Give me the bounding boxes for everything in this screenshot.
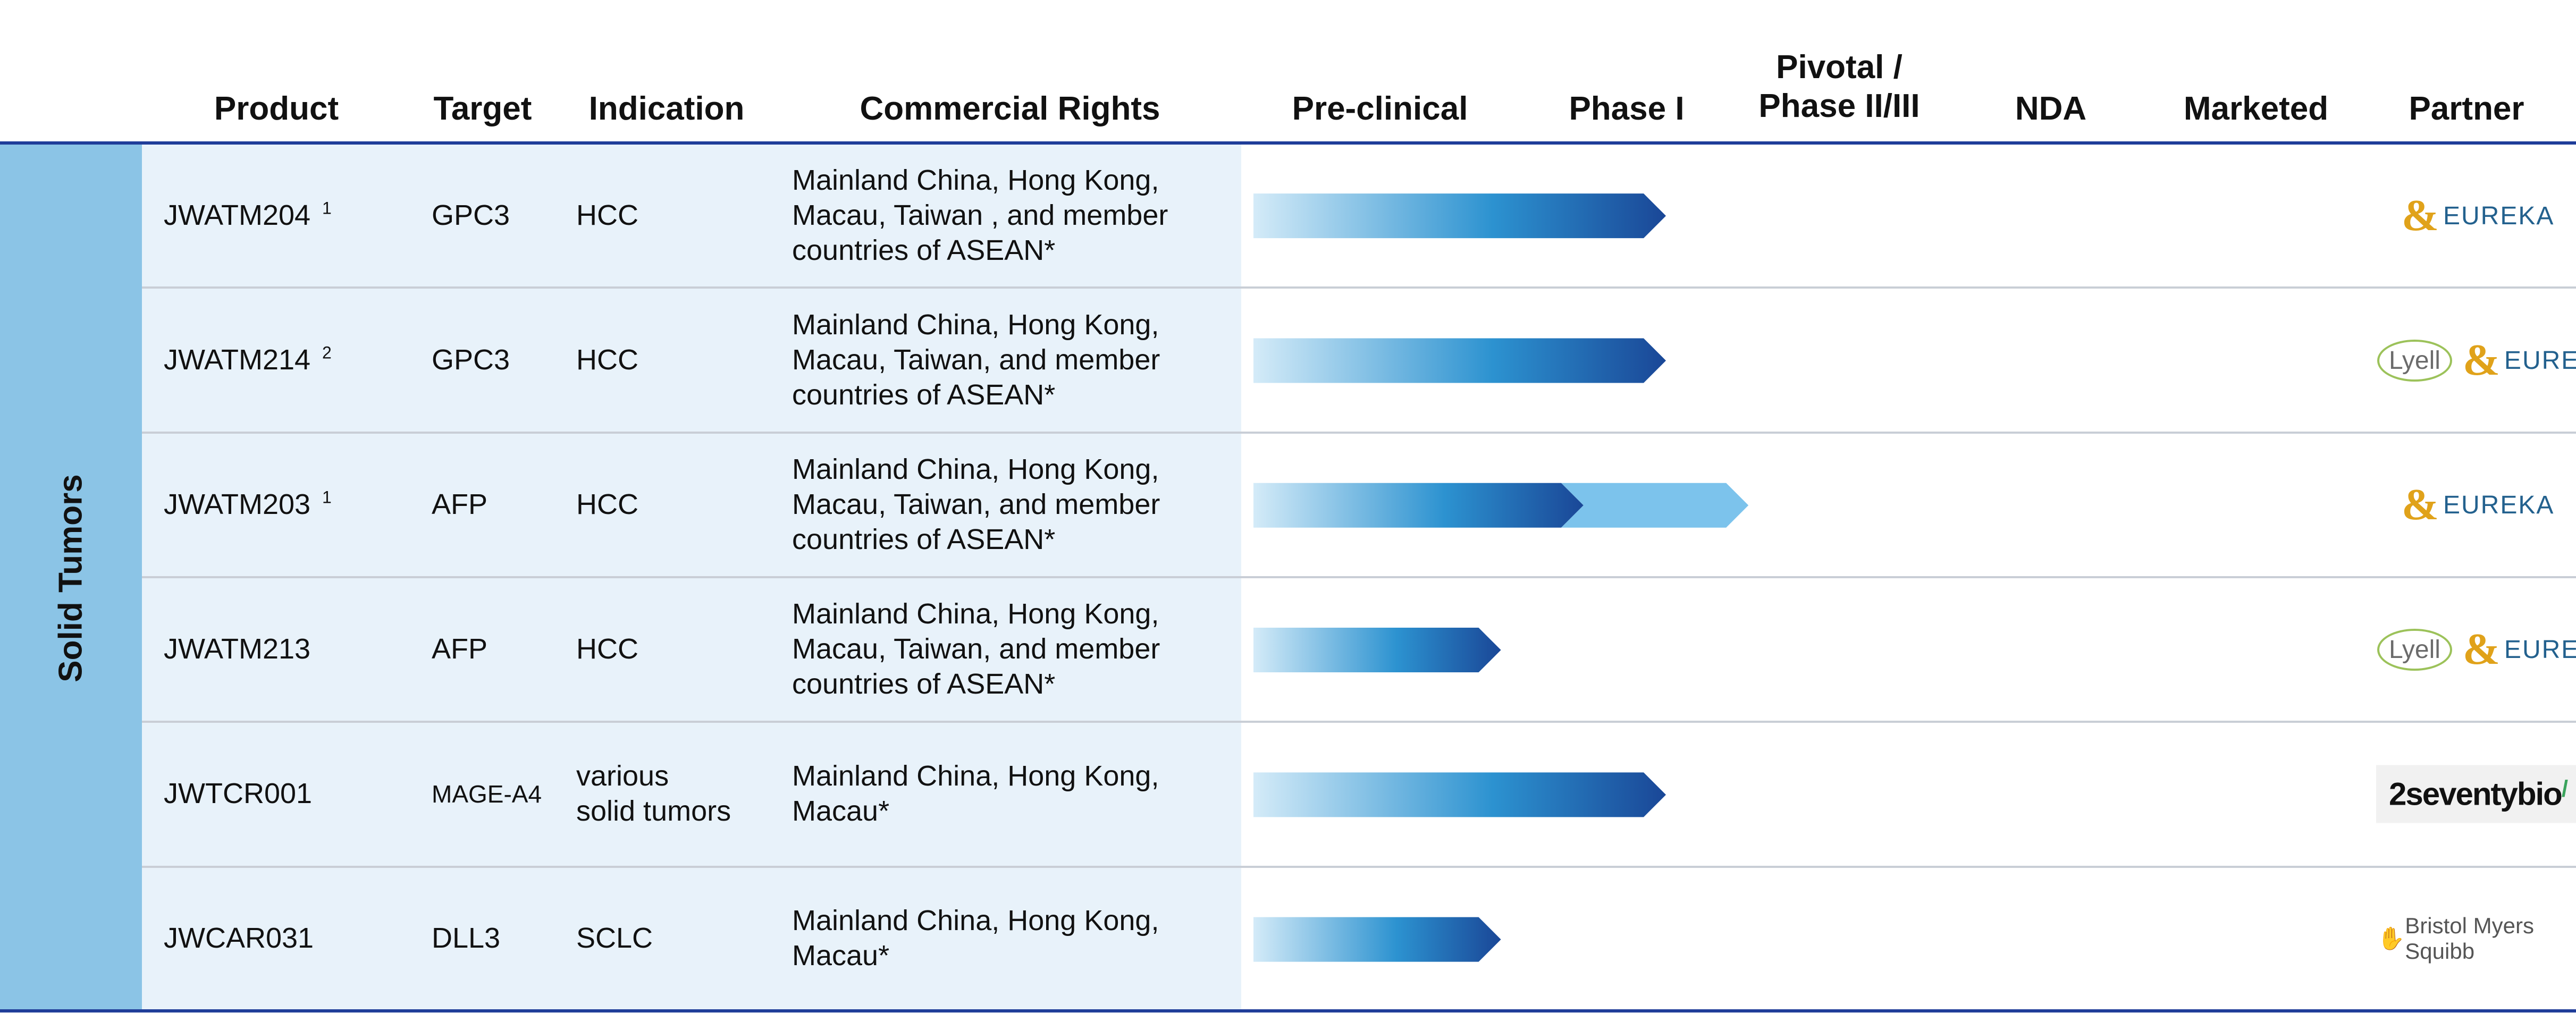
rights-line: Macau* bbox=[792, 940, 890, 972]
partner-logo-eureka: & EUREKA bbox=[2402, 483, 2554, 527]
pipeline-arrow-jwatm214 bbox=[1253, 338, 1666, 383]
rights-line: countries of ASEAN* bbox=[792, 523, 1056, 555]
eureka-logo-icon: & bbox=[2402, 191, 2439, 240]
rights-line: Mainland China, Hong Kong, bbox=[792, 760, 1159, 792]
bms-logo-text: Bristol Myers Squibb bbox=[2405, 913, 2534, 964]
rights-line: Macau* bbox=[792, 795, 890, 827]
indication: various solid tumors bbox=[576, 759, 731, 829]
rights-line: countries of ASEAN* bbox=[792, 668, 1056, 700]
rights-line: countries of ASEAN* bbox=[792, 234, 1056, 266]
rights-line: Macau, Taiwan, and member bbox=[792, 488, 1160, 521]
target-name: DLL3 bbox=[432, 922, 501, 955]
header-partner: Partner bbox=[2409, 90, 2524, 127]
row-separator bbox=[142, 432, 2576, 434]
header-product: Product bbox=[214, 90, 339, 127]
rights-line: Macau, Taiwan, and member bbox=[792, 344, 1160, 376]
indication-line: HCC bbox=[576, 633, 638, 665]
rights-line: Mainland China, Hong Kong, bbox=[792, 453, 1159, 486]
commercial-rights: Mainland China, Hong Kong, Macau* bbox=[792, 759, 1159, 829]
partner-logo-eureka: & EUREKA bbox=[2402, 193, 2554, 238]
rights-line: Mainland China, Hong Kong, bbox=[792, 164, 1159, 197]
indication-line: various bbox=[576, 760, 669, 792]
rights-line: Mainland China, Hong Kong, bbox=[792, 598, 1159, 630]
partner-logos: Lyell & EUREKA bbox=[2377, 338, 2576, 383]
commercial-rights: Mainland China, Hong Kong, Macau, Taiwan… bbox=[792, 597, 1160, 702]
eureka-logo-icon: & bbox=[2402, 480, 2439, 529]
product-name: JWATM213 bbox=[164, 633, 311, 665]
eureka-logo-text: EUREKA bbox=[2443, 201, 2555, 230]
product-name: JWTCR001 bbox=[164, 778, 313, 810]
indication-line: HCC bbox=[576, 344, 638, 376]
target-name: GPC3 bbox=[432, 199, 510, 232]
commercial-rights: Mainland China, Hong Kong, Macau, Taiwan… bbox=[792, 308, 1160, 413]
rights-line: countries of ASEAN* bbox=[792, 378, 1056, 411]
rights-line: Mainland China, Hong Kong, bbox=[792, 309, 1159, 341]
header-commercial-rights: Commercial Rights bbox=[860, 90, 1160, 127]
pipeline-arrow-jwatm204 bbox=[1253, 193, 1666, 239]
eureka-logo-icon: & bbox=[2462, 624, 2500, 674]
row-separator bbox=[142, 286, 2576, 289]
header-pivotal: Pivotal / Phase II/III bbox=[1758, 48, 1920, 125]
category-band bbox=[0, 143, 142, 1012]
lyell-logo: Lyell bbox=[2377, 628, 2452, 671]
indication-line: HCC bbox=[576, 199, 638, 232]
pipeline-arrow-jwtcr001 bbox=[1253, 772, 1666, 817]
header-target: Target bbox=[433, 90, 532, 127]
rights-line: Macau, Taiwan, and member bbox=[792, 633, 1160, 665]
header-rule bbox=[0, 141, 2576, 145]
pipeline-arrow-jwatm203 bbox=[1253, 483, 1584, 528]
indication: HCC bbox=[576, 198, 638, 233]
2seventy-accent-icon: / bbox=[2561, 775, 2568, 802]
indication: HCC bbox=[576, 343, 638, 378]
indication: SCLC bbox=[576, 921, 653, 956]
pipeline-arrow-jwcar031 bbox=[1253, 917, 1501, 962]
pipeline-arrow-extension-jwatm203 bbox=[1561, 483, 1749, 528]
partner-logos: Lyell & EUREKA bbox=[2377, 627, 2576, 672]
target-name: GPC3 bbox=[432, 344, 510, 376]
target-name: AFP bbox=[432, 488, 488, 521]
indication: HCC bbox=[576, 632, 638, 667]
bms-hand-icon: ✋ bbox=[2377, 925, 2405, 951]
target-name: MAGE-A4 bbox=[432, 780, 542, 808]
row-separator bbox=[142, 576, 2576, 578]
partner-logo-bms: ✋ Bristol Myers Squibb bbox=[2377, 913, 2576, 964]
product-name: JWATM204 bbox=[164, 199, 311, 232]
bottom-rule bbox=[0, 1009, 2576, 1012]
header-nda: NDA bbox=[2015, 90, 2087, 127]
row-separator bbox=[142, 721, 2576, 723]
product-name: JWCAR031 bbox=[164, 922, 314, 955]
target-name: AFP bbox=[432, 633, 488, 665]
header-pivotal-line2: Phase II/III bbox=[1758, 88, 1920, 125]
rights-line: Macau, Taiwan , and member bbox=[792, 199, 1168, 232]
row-separator bbox=[142, 866, 2576, 868]
eureka-logo-text: EUREKA bbox=[2504, 635, 2576, 664]
eureka-logo-icon: & bbox=[2462, 335, 2500, 385]
eureka-logo-text: EUREKA bbox=[2443, 491, 2555, 519]
eureka-logo-text: EUREKA bbox=[2504, 346, 2576, 375]
commercial-rights: Mainland China, Hong Kong, Macau* bbox=[792, 904, 1159, 974]
product-name: JWATM214 bbox=[164, 344, 311, 376]
lyell-logo: Lyell bbox=[2377, 339, 2452, 382]
indication-line: solid tumors bbox=[576, 795, 731, 827]
header-preclinical: Pre-clinical bbox=[1292, 90, 1468, 127]
pipeline-arrow-jwatm213 bbox=[1253, 628, 1501, 673]
header-pivotal-line1: Pivotal / bbox=[1776, 49, 1902, 86]
indication-line: HCC bbox=[576, 488, 638, 521]
commercial-rights: Mainland China, Hong Kong, Macau, Taiwan… bbox=[792, 163, 1168, 268]
2seventy-logo-text: 2seventybio bbox=[2389, 776, 2563, 812]
product-footnote: 1 bbox=[322, 198, 332, 218]
partner-logo-2seventy: 2seventybio/ bbox=[2376, 765, 2576, 823]
commercial-rights: Mainland China, Hong Kong, Macau, Taiwan… bbox=[792, 452, 1160, 558]
product-footnote: 2 bbox=[322, 343, 332, 362]
indication: HCC bbox=[576, 487, 638, 522]
header-marketed: Marketed bbox=[2183, 90, 2329, 127]
rights-line: Mainland China, Hong Kong, bbox=[792, 905, 1159, 937]
product-name: JWATM203 bbox=[164, 488, 311, 521]
product-footnote: 1 bbox=[322, 487, 332, 507]
2seventy-logo: 2seventybio/ bbox=[2376, 765, 2576, 823]
indication-line: SCLC bbox=[576, 922, 653, 955]
header-indication: Indication bbox=[588, 90, 745, 127]
header-phase1: Phase I bbox=[1569, 90, 1685, 127]
